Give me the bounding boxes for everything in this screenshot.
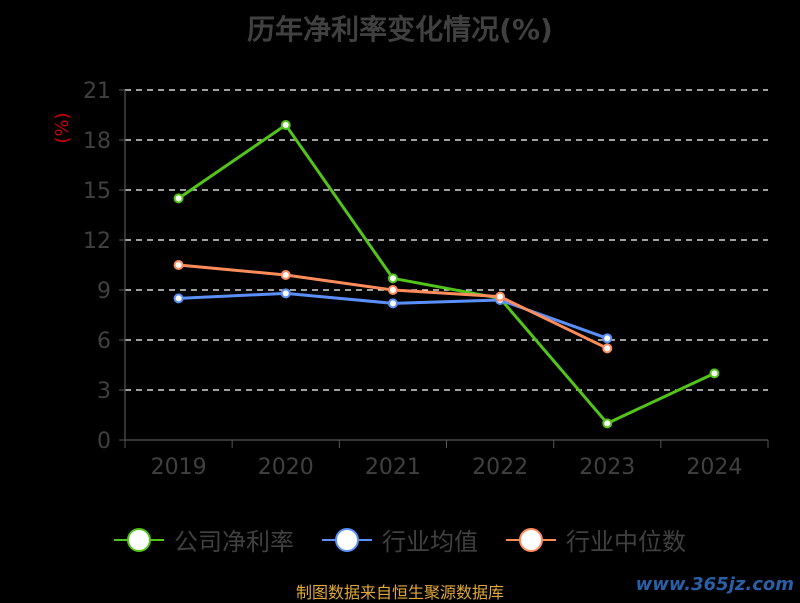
legend-marker-icon: [114, 527, 164, 552]
legend-marker-icon: [322, 527, 372, 552]
y-tick-label: 21: [83, 79, 111, 104]
grid-lines: [119, 89, 768, 441]
legend-label: 行业均值: [382, 528, 478, 556]
data-point: [173, 193, 184, 204]
x-tick-label: 2019: [151, 455, 207, 480]
y-tick-label: 12: [83, 229, 111, 254]
y-tick-label: 3: [97, 379, 111, 404]
x-tick-label: 2024: [686, 455, 742, 480]
y-tick-label: 0: [97, 429, 111, 454]
x-tick-label: 2020: [258, 455, 314, 480]
watermark-logo: www.365jz.com: [635, 574, 794, 595]
series-lines: [173, 120, 720, 429]
data-point: [602, 418, 613, 429]
y-tick-label: 6: [97, 329, 111, 354]
data-point: [495, 291, 506, 302]
x-tick-label: 2022: [472, 455, 528, 480]
y-axis-label: (%): [52, 112, 73, 143]
y-tick-label: 9: [97, 279, 111, 304]
legend-label: 行业中位数: [566, 528, 686, 556]
data-point: [173, 260, 184, 270]
data-point: [280, 120, 291, 130]
series-line-0: [177, 123, 716, 425]
legend-marker-icon: [506, 527, 556, 552]
data-point: [602, 333, 613, 344]
y-tick-label: 15: [83, 179, 111, 204]
data-point: [387, 298, 398, 309]
legend-item-industry-median[interactable]: 行业中位数: [506, 522, 686, 557]
data-point: [602, 343, 613, 354]
legend-item-company[interactable]: 公司净利率: [114, 522, 294, 557]
legend-label: 公司净利率: [174, 528, 294, 556]
legend: 公司净利率 行业均值 行业中位数: [0, 522, 800, 557]
data-point: [709, 368, 720, 379]
chart-title: 历年净利率变化情况(%): [247, 13, 553, 46]
axes: [124, 90, 769, 448]
x-tick-label: 2023: [579, 455, 635, 480]
x-tick-labels: 2019 2020 2021 2022 2023 2024: [151, 455, 743, 480]
x-tick-label: 2021: [365, 455, 421, 480]
data-point: [173, 293, 184, 304]
y-tick-label: 18: [83, 129, 111, 154]
y-tick-labels: 0 3 6 9 12 15 18 21: [83, 79, 111, 454]
data-point: [387, 285, 398, 295]
data-point: [387, 273, 398, 284]
legend-item-industry-mean[interactable]: 行业均值: [322, 522, 478, 557]
data-source-note: 制图数据来自恒生聚源数据库: [295, 583, 504, 602]
data-point: [280, 270, 291, 280]
data-point: [280, 288, 291, 299]
